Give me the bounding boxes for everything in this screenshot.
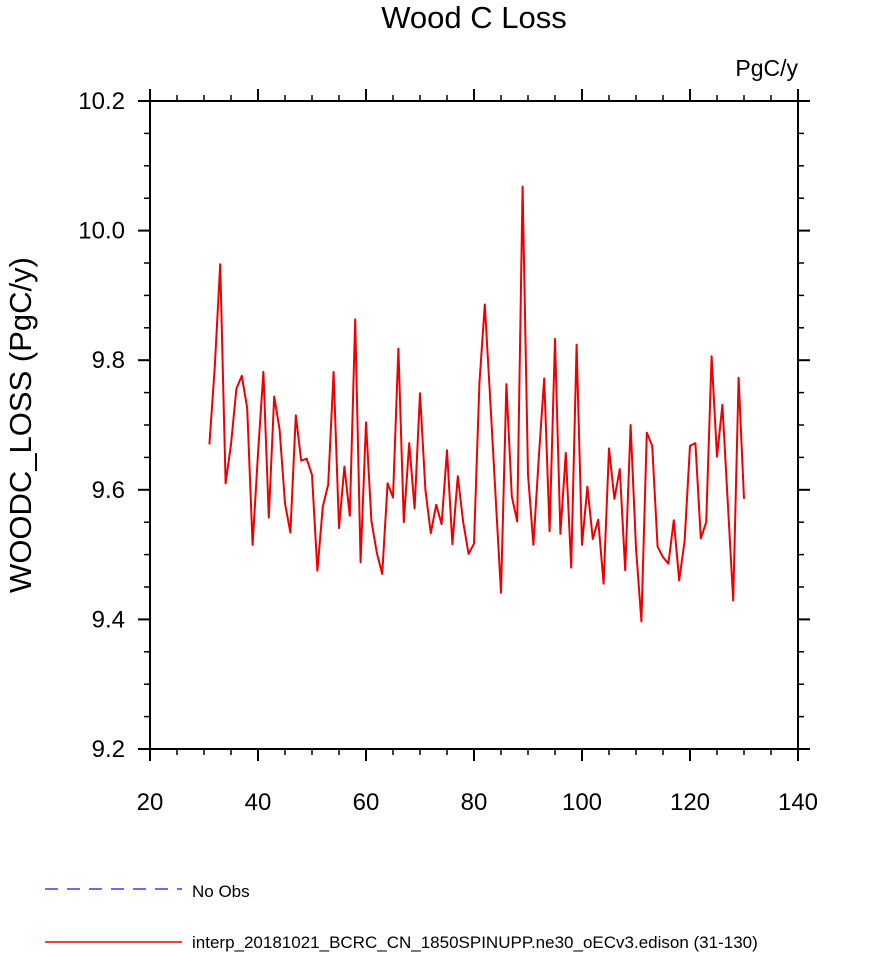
x-tick-label: 120 <box>670 789 710 816</box>
y-tick-label: 9.4 <box>92 606 125 633</box>
x-tick-label: 20 <box>137 789 164 816</box>
x-tick-label: 100 <box>562 789 602 816</box>
units-label: PgC/y <box>735 55 798 81</box>
x-tick-label: 80 <box>461 789 488 816</box>
y-tick-label: 10.2 <box>78 88 125 115</box>
y-tick-label: 9.2 <box>92 736 125 763</box>
series-group <box>208 185 745 623</box>
x-tick-labels: 20 40 60 80 100 120 140 <box>137 789 818 816</box>
x-tick-label: 140 <box>778 789 818 816</box>
y-tick-labels: 9.2 9.4 9.6 9.8 10.0 10.2 <box>78 88 125 763</box>
series-line <box>208 185 745 623</box>
y-tick-label: 10.0 <box>78 218 125 245</box>
legend-label-model-run: interp_20181021_BCRC_CN_1850SPINUPP.ne30… <box>192 933 758 952</box>
y-axis-label: WOODC_LOSS (PgC/y) <box>3 257 38 593</box>
legend: No Obs interp_20181021_BCRC_CN_1850SPINU… <box>45 882 758 952</box>
x-tick-label: 60 <box>353 789 380 816</box>
y-tick-label: 9.8 <box>92 347 125 374</box>
legend-label-no-obs: No Obs <box>192 882 250 901</box>
y-tick-label: 9.6 <box>92 477 125 504</box>
x-tick-label: 40 <box>245 789 272 816</box>
axis-ticks <box>138 89 810 761</box>
chart-title: Wood C Loss <box>381 0 567 35</box>
